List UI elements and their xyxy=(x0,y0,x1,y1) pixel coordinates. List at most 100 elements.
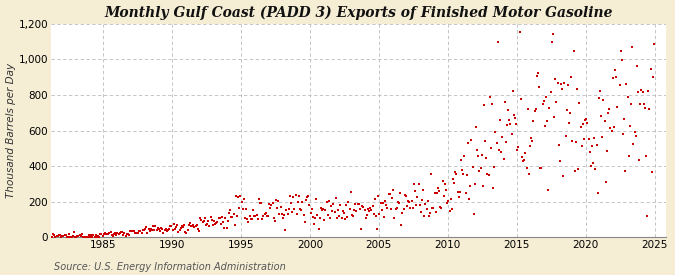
Point xyxy=(341,202,352,207)
Point xyxy=(597,135,608,140)
Point xyxy=(45,235,56,240)
Point xyxy=(529,109,540,114)
Point xyxy=(68,233,78,238)
Point xyxy=(164,226,175,231)
Point xyxy=(612,105,622,109)
Point xyxy=(427,205,437,210)
Point xyxy=(596,114,607,119)
Point xyxy=(128,229,139,233)
Point xyxy=(541,95,551,99)
Point xyxy=(514,30,525,34)
Point xyxy=(542,119,553,124)
Point xyxy=(344,207,355,212)
Point xyxy=(189,225,200,229)
Point xyxy=(425,211,435,215)
Point xyxy=(511,122,522,127)
Point xyxy=(642,213,653,218)
Point xyxy=(338,208,348,213)
Point xyxy=(467,165,478,169)
Point xyxy=(295,207,306,211)
Point xyxy=(598,98,609,102)
Point xyxy=(491,141,502,145)
Point xyxy=(243,219,254,224)
Point xyxy=(323,212,333,217)
Point xyxy=(59,233,70,237)
Point xyxy=(429,191,440,196)
Point xyxy=(49,233,59,237)
Point xyxy=(292,212,302,216)
Point xyxy=(217,215,227,220)
Point xyxy=(461,173,472,177)
Point xyxy=(621,82,632,87)
Point xyxy=(242,217,252,221)
Point xyxy=(84,235,95,240)
Point xyxy=(130,231,141,235)
Point xyxy=(369,212,379,216)
Point xyxy=(618,132,628,137)
Point xyxy=(205,215,216,219)
Point xyxy=(340,216,350,221)
Point xyxy=(110,230,121,235)
Point xyxy=(273,199,284,203)
Point xyxy=(55,233,65,238)
Point xyxy=(161,227,171,231)
Point xyxy=(187,224,198,228)
Point xyxy=(420,202,431,206)
Point xyxy=(159,228,170,232)
Point xyxy=(315,206,326,210)
Point xyxy=(362,206,373,211)
Point xyxy=(250,214,261,219)
Point xyxy=(556,82,566,86)
Point xyxy=(513,144,524,149)
Point xyxy=(361,212,372,217)
Point xyxy=(374,211,385,216)
Point xyxy=(498,157,509,161)
Point xyxy=(238,207,248,211)
Point xyxy=(536,166,547,170)
Point xyxy=(257,216,268,221)
Point xyxy=(550,77,561,82)
Point xyxy=(364,209,375,213)
Point xyxy=(173,230,184,234)
Point xyxy=(323,199,334,204)
Point xyxy=(385,207,396,211)
Point xyxy=(303,194,314,198)
Point xyxy=(470,125,481,130)
Point xyxy=(221,226,232,230)
Point xyxy=(565,111,576,116)
Point xyxy=(259,212,270,216)
Point xyxy=(573,167,584,171)
Point xyxy=(622,95,633,100)
Point xyxy=(313,226,324,231)
Point xyxy=(298,212,309,217)
Point xyxy=(198,219,209,224)
Point xyxy=(136,231,147,235)
Point xyxy=(497,135,508,139)
Point xyxy=(165,223,176,228)
Point xyxy=(89,235,100,240)
Point xyxy=(593,96,604,100)
Point xyxy=(624,124,635,129)
Point xyxy=(350,202,360,206)
Point xyxy=(209,219,219,223)
Point xyxy=(527,138,538,143)
Point xyxy=(371,214,381,219)
Point xyxy=(212,219,223,224)
Point xyxy=(587,144,597,148)
Point xyxy=(566,75,576,79)
Point xyxy=(508,113,519,117)
Point xyxy=(219,226,230,231)
Point xyxy=(468,212,479,216)
Point xyxy=(210,221,221,226)
Point xyxy=(246,217,256,221)
Point xyxy=(522,107,533,111)
Point xyxy=(223,210,234,215)
Point xyxy=(434,189,445,194)
Point xyxy=(125,229,136,233)
Point xyxy=(105,230,116,234)
Point xyxy=(264,202,275,207)
Point xyxy=(375,200,386,205)
Point xyxy=(296,208,306,213)
Point xyxy=(258,214,269,218)
Point xyxy=(307,215,318,219)
